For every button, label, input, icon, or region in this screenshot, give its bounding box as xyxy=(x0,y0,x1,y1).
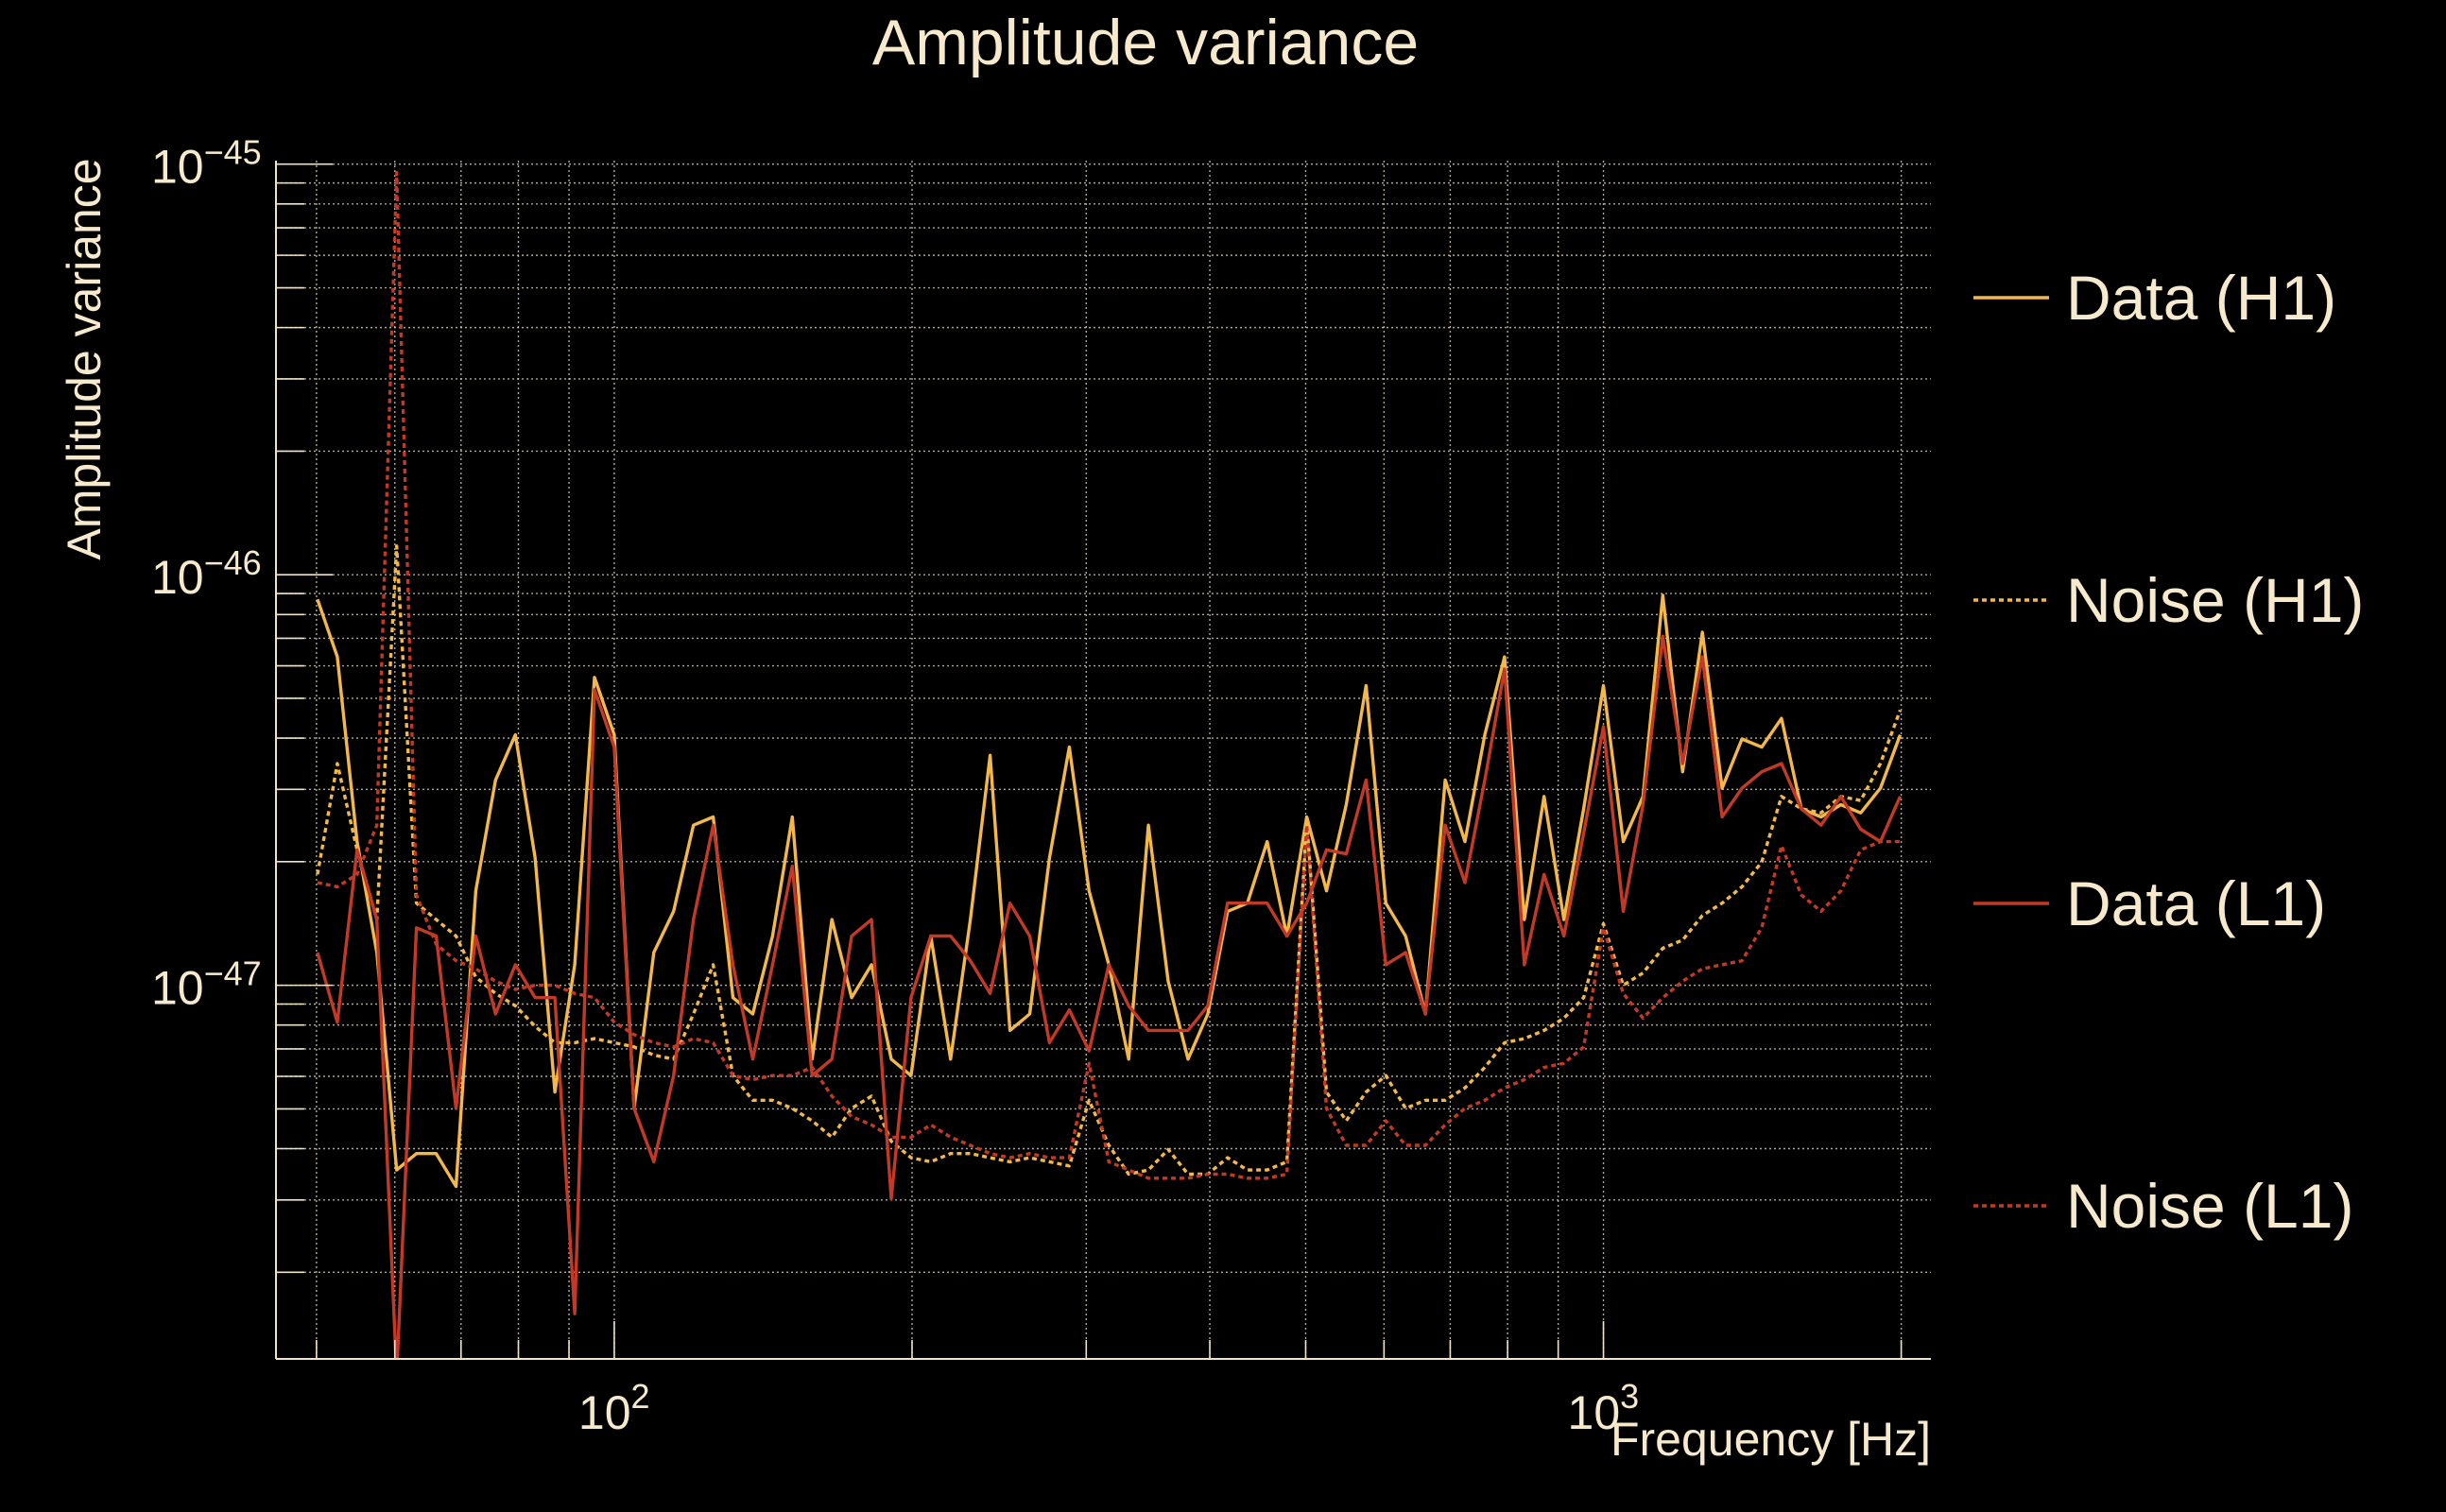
grid xyxy=(276,161,1931,1359)
legend: Data (H1) Noise (H1) Data (L1) Noise (L1) xyxy=(1973,263,2364,1241)
legend-item: Noise (H1) xyxy=(1973,565,2364,635)
legend-label: Noise (L1) xyxy=(2066,1171,2353,1241)
x-tick-label-base: 10 xyxy=(578,1386,631,1439)
legend-label: Data (L1) xyxy=(2066,868,2326,938)
y-tick-label-base: 10 xyxy=(151,962,204,1015)
y-tick-label-base: 10 xyxy=(151,551,204,604)
legend-label: Noise (H1) xyxy=(2066,565,2364,635)
y-tick-label: 10−46 xyxy=(151,543,262,604)
axes xyxy=(275,161,1931,1360)
x-tick-label-exponent: 3 xyxy=(1620,1377,1639,1416)
x-axis-label: Frequency [Hz] xyxy=(1611,1413,1931,1466)
x-tick-label-exponent: 2 xyxy=(631,1377,650,1416)
y-tick-label-exponent: −47 xyxy=(204,954,262,993)
x-tick-label: 102 xyxy=(578,1377,650,1439)
chart-title: Amplitude variance xyxy=(872,7,1419,78)
y-tick-label: 10−47 xyxy=(151,954,262,1015)
y-tick-label-exponent: −46 xyxy=(204,543,262,582)
y-axis-label: Amplitude variance xyxy=(58,158,111,559)
y-tick-label-base: 10 xyxy=(151,141,204,194)
x-tick-label-base: 10 xyxy=(1568,1386,1621,1439)
legend-item: Noise (L1) xyxy=(1973,1171,2353,1241)
series-line-noise-l1 xyxy=(317,170,1901,1180)
series-line-data-l1 xyxy=(316,634,1903,1359)
series-lines xyxy=(316,170,1903,1359)
y-tick-label-exponent: −45 xyxy=(204,133,262,172)
x-tick-label: 103 xyxy=(1568,1377,1640,1439)
series-line-noise-h1 xyxy=(316,544,1903,1177)
legend-label: Data (H1) xyxy=(2066,263,2336,333)
legend-item: Data (H1) xyxy=(1973,263,2336,333)
y-tick-label: 10−45 xyxy=(151,133,262,194)
legend-item: Data (L1) xyxy=(1973,868,2326,938)
